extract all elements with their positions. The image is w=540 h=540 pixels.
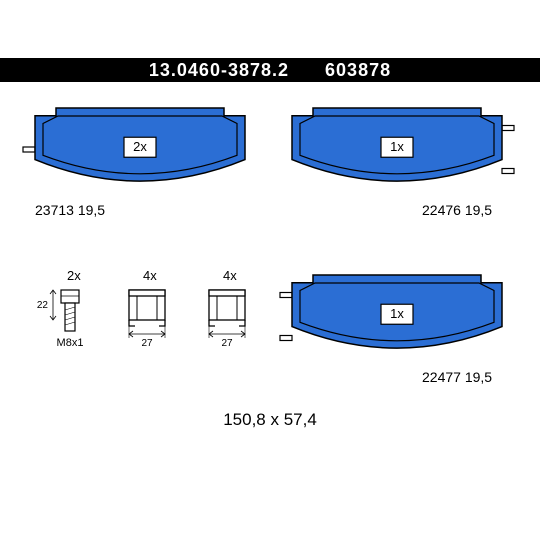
svg-text:M8x1: M8x1: [57, 337, 84, 349]
overall-dimension: 150,8 x 57,4: [0, 410, 540, 430]
svg-text:22: 22: [37, 300, 49, 311]
svg-text:1x: 1x: [390, 139, 404, 154]
svg-text:1x: 1x: [390, 306, 404, 321]
pad-top-right: 1x: [277, 106, 517, 208]
svg-text:2x: 2x: [133, 139, 147, 154]
short-code: 603878: [325, 60, 391, 80]
title-bar: 13.0460-3878.2 603878: [0, 58, 540, 82]
diagram-canvas: 13.0460-3878.2 603878 2x 23713 19,5 1x 2…: [0, 0, 540, 540]
svg-text:27: 27: [221, 338, 233, 349]
svg-text:4x: 4x: [143, 268, 157, 283]
pad-top-left: 2x: [20, 106, 260, 208]
part-number: 13.0460-3878.2: [149, 60, 289, 80]
svg-text:4x: 4x: [223, 268, 237, 283]
accessory-clip2: 4x 27: [195, 270, 265, 360]
pad-top-right-ref: 22476 19,5: [422, 202, 492, 218]
svg-text:2x: 2x: [67, 268, 81, 283]
pad-bottom-right: 1x: [277, 273, 517, 375]
accessory-clip1: 4x 27: [115, 270, 185, 360]
pad-bottom-right-ref: 22477 19,5: [422, 369, 492, 385]
svg-text:27: 27: [141, 338, 153, 349]
accessory-bolt: 2x 22 M8x1: [45, 270, 105, 360]
pad-top-left-ref: 23713 19,5: [35, 202, 105, 218]
